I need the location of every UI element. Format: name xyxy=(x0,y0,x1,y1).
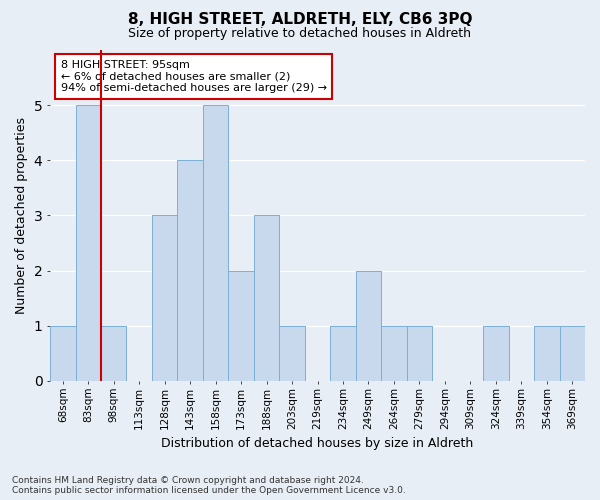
Bar xyxy=(203,105,229,381)
Bar xyxy=(101,326,127,381)
Text: 8 HIGH STREET: 95sqm
← 6% of detached houses are smaller (2)
94% of semi-detache: 8 HIGH STREET: 95sqm ← 6% of detached ho… xyxy=(61,60,327,93)
Bar xyxy=(560,326,585,381)
Bar xyxy=(152,216,178,381)
Bar xyxy=(534,326,560,381)
Bar xyxy=(356,270,381,381)
Bar xyxy=(50,326,76,381)
Bar xyxy=(76,105,101,381)
Bar xyxy=(381,326,407,381)
Bar xyxy=(483,326,509,381)
Text: 8, HIGH STREET, ALDRETH, ELY, CB6 3PQ: 8, HIGH STREET, ALDRETH, ELY, CB6 3PQ xyxy=(128,12,472,28)
Y-axis label: Number of detached properties: Number of detached properties xyxy=(15,117,28,314)
Bar xyxy=(407,326,432,381)
Bar xyxy=(254,216,280,381)
Bar xyxy=(280,326,305,381)
Text: Contains HM Land Registry data © Crown copyright and database right 2024.
Contai: Contains HM Land Registry data © Crown c… xyxy=(12,476,406,495)
Bar xyxy=(229,270,254,381)
Text: Size of property relative to detached houses in Aldreth: Size of property relative to detached ho… xyxy=(128,28,472,40)
Bar xyxy=(330,326,356,381)
Bar xyxy=(178,160,203,381)
X-axis label: Distribution of detached houses by size in Aldreth: Distribution of detached houses by size … xyxy=(161,437,473,450)
